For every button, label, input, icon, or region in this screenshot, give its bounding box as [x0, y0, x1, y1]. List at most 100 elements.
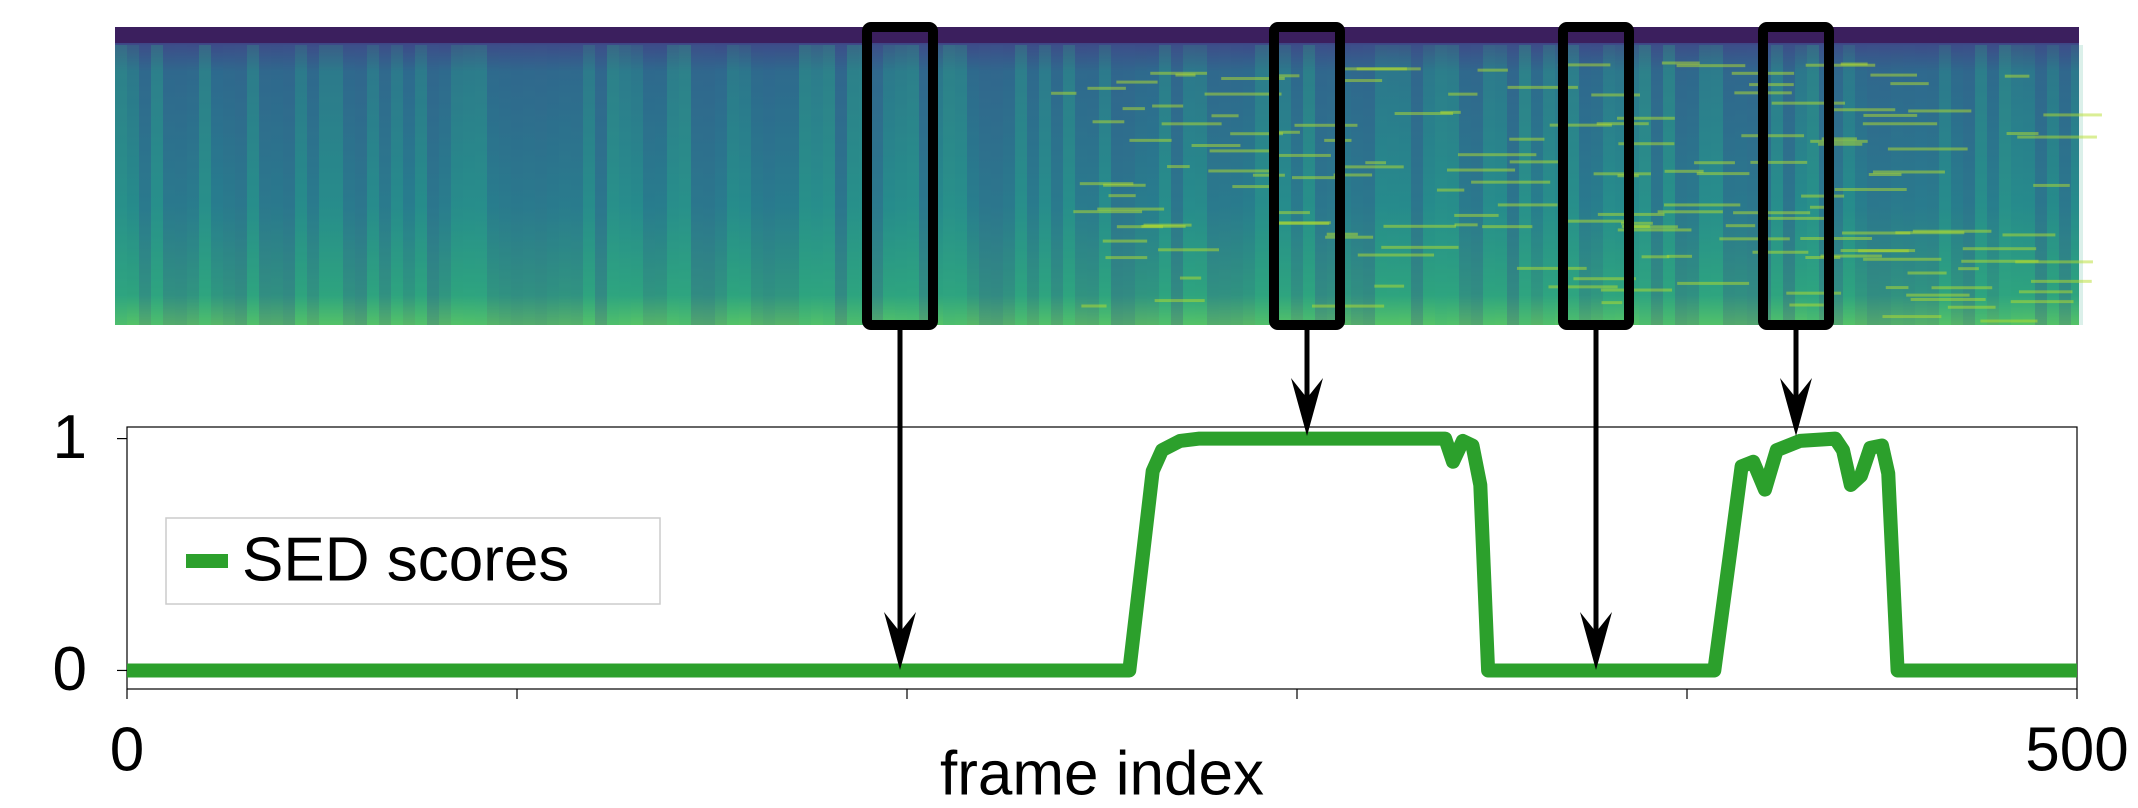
- spectrogram-harmonic: [1772, 102, 1845, 105]
- spectrogram-column: [199, 45, 211, 325]
- spectrogram-harmonic: [1109, 194, 1136, 197]
- spectrogram-harmonic: [2007, 132, 2039, 135]
- spectrogram-column: [607, 45, 619, 325]
- spectrogram-column: [1051, 45, 1063, 325]
- spectrogram-column: [127, 45, 139, 325]
- spectrogram-column: [1171, 45, 1183, 325]
- spectrogram-harmonic: [1498, 203, 1558, 206]
- spectrogram-column: [1867, 45, 1879, 325]
- spectrogram-harmonic: [1726, 224, 1755, 227]
- spectrogram-column: [391, 45, 403, 325]
- spectrogram-column: [2011, 45, 2023, 325]
- spectrogram-column: [163, 45, 175, 325]
- spectrogram-harmonic: [1478, 69, 1508, 72]
- spectrogram-harmonic: [1365, 161, 1386, 164]
- spectrogram-harmonic: [1440, 111, 1460, 114]
- spectrogram-column: [739, 45, 751, 325]
- spectrogram-harmonic: [1980, 320, 2037, 323]
- spectrogram-harmonic: [1509, 138, 1544, 141]
- spectrogram-column: [583, 45, 595, 325]
- spectrogram-column: [655, 45, 667, 325]
- spectrogram-column: [223, 45, 235, 325]
- spectrogram-harmonic: [1051, 92, 1076, 95]
- spectrogram-column: [1003, 45, 1015, 325]
- spectrogram-harmonic: [1664, 203, 1740, 206]
- spectrogram-column: [367, 45, 379, 325]
- spectrogram-column: [1027, 45, 1039, 325]
- spectrogram-column: [847, 45, 859, 325]
- spectrogram-column: [487, 45, 499, 325]
- spectrogram-harmonic: [1437, 189, 1464, 192]
- spectrogram-column: [1315, 45, 1327, 325]
- spectrogram-column: [679, 45, 691, 325]
- spectrogram-harmonic: [1694, 161, 1735, 164]
- spectrogram-column: [1459, 45, 1471, 325]
- spectrogram-column: [175, 45, 187, 325]
- spectrogram-column: [1195, 45, 1207, 325]
- spectrogram-harmonic: [1210, 149, 1272, 152]
- spectrogram-column: [235, 45, 247, 325]
- spectrogram-harmonic: [1180, 277, 1201, 280]
- spectrogram-harmonic: [1888, 147, 1968, 150]
- spectrogram-column: [1651, 45, 1663, 325]
- spectrogram-column: [775, 45, 787, 325]
- spectrogram-column: [895, 45, 907, 325]
- spectrogram-column: [1255, 45, 1267, 325]
- spectrogram-column: [751, 45, 763, 325]
- spectrogram-column: [475, 45, 487, 325]
- spectrogram-column: [307, 45, 319, 325]
- spectrogram-column: [1639, 45, 1651, 325]
- spectrogram-column: [1279, 45, 1291, 325]
- spectrogram-column: [823, 45, 835, 325]
- spectrogram-harmonic: [2033, 184, 2070, 187]
- spectrogram-harmonic: [1454, 214, 1498, 217]
- spectrogram-column: [283, 45, 295, 325]
- x-tick-label: 0: [110, 715, 144, 784]
- spectrogram-harmonic: [1253, 174, 1285, 177]
- spectrogram-column: [463, 45, 475, 325]
- spectrogram-column: [1783, 45, 1795, 325]
- spectrogram-column: [1471, 45, 1483, 325]
- spectrogram-harmonic: [1789, 303, 1823, 306]
- spectrogram-harmonic: [1906, 294, 1969, 297]
- spectrogram-column: [1039, 45, 1051, 325]
- spectrogram-column: [811, 45, 823, 325]
- spectrogram-harmonic: [2003, 233, 2056, 236]
- spectrogram-harmonic: [1292, 176, 1338, 179]
- spectrogram-column: [1879, 45, 1891, 325]
- spectrogram-harmonic: [1087, 87, 1125, 90]
- x-tick-label: 500: [2025, 715, 2128, 784]
- spectrogram-column: [727, 45, 739, 325]
- spectrogram-harmonic: [1192, 144, 1241, 147]
- spectrogram-column: [1291, 45, 1303, 325]
- spectrogram-harmonic: [1810, 140, 1867, 143]
- spectrogram-column: [1411, 45, 1423, 325]
- spectrogram-harmonic: [1932, 286, 1993, 289]
- spectrogram-harmonic: [1642, 255, 1670, 258]
- spectrogram-harmonic: [1116, 81, 1157, 84]
- spectrogram-harmonic: [1869, 173, 1902, 176]
- spectrogram-column: [319, 45, 331, 325]
- spectrogram-harmonic: [1719, 237, 1789, 240]
- spectrogram-harmonic: [1827, 108, 1896, 111]
- spectrogram-column: [691, 45, 703, 325]
- spectrogram-column: [1843, 45, 1855, 325]
- spectrogram-column: [955, 45, 967, 325]
- spectrogram-column: [1219, 45, 1231, 325]
- spectrogram-harmonic: [1835, 188, 1907, 191]
- spectrogram-harmonic: [1961, 260, 2038, 263]
- spectrogram-column: [1399, 45, 1411, 325]
- spectrogram-harmonic: [1093, 120, 1125, 123]
- spectrogram-column: [571, 45, 583, 325]
- spectrogram-harmonic: [1073, 210, 1142, 213]
- spectrogram-harmonic: [2043, 113, 2102, 116]
- spectrogram-column: [1447, 45, 1459, 325]
- spectrogram-harmonic: [2017, 136, 2097, 139]
- spectrogram-column: [1915, 45, 1927, 325]
- spectrogram-harmonic: [1658, 210, 1723, 213]
- legend-label: SED scores: [242, 525, 569, 594]
- spectrogram-harmonic: [1340, 79, 1382, 82]
- spectrogram-harmonic: [1103, 240, 1147, 243]
- spectrogram-harmonic: [1208, 169, 1270, 172]
- spectrogram-harmonic: [1312, 305, 1384, 308]
